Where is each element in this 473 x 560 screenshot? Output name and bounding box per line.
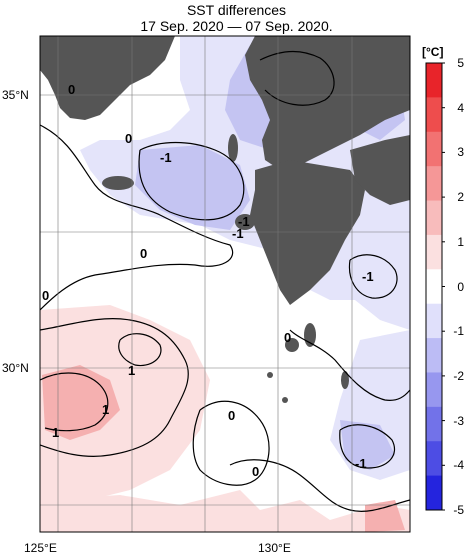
colorbar-tick-label: 4: [457, 100, 464, 115]
contour-line: [192, 400, 270, 486]
contour-label: 1: [102, 402, 109, 417]
amami-island: [341, 371, 349, 389]
kyushu: [250, 160, 365, 305]
contour-label: 0: [42, 288, 49, 303]
colorbar-segment: [426, 166, 442, 202]
contour-label: 0: [68, 82, 75, 97]
colorbar-segment: [426, 63, 442, 98]
contour-line: [339, 424, 396, 469]
map-frame: [39, 35, 411, 533]
contour-label: -1: [160, 150, 172, 165]
colorbar-segment: [426, 97, 442, 133]
yakushima-island: [285, 338, 299, 352]
colorbar-tick-label: 2: [457, 190, 464, 205]
colorbar-tick-label: -3: [453, 413, 464, 428]
warming-core-south: [365, 500, 405, 532]
lat-label-35n: 35°N: [2, 88, 29, 102]
cooling-core-east: [340, 420, 395, 470]
colorbar: [425, 62, 445, 511]
colorbar-segment: [426, 441, 442, 477]
colorbar-segment: [426, 338, 442, 373]
warming-region-south: [40, 490, 410, 532]
contour-label: -1: [355, 456, 367, 471]
colorbar-segment: [426, 372, 442, 408]
colorbar-segment: [426, 303, 442, 339]
korean-peninsula: [40, 36, 175, 120]
colorbar-unit: [°C]: [422, 45, 444, 59]
contour-label: 0: [140, 246, 147, 261]
colorbar-segment: [426, 200, 442, 236]
tokara-island-1: [267, 372, 273, 378]
tokara-island-2: [282, 397, 288, 403]
contour-line: [348, 254, 398, 299]
contour-line: [40, 124, 234, 311]
colorbar-tick-label: -5: [453, 503, 464, 517]
colorbar-tick-label: -2: [453, 368, 464, 383]
colorbar-segment: [426, 406, 442, 442]
map-date-range: 17 Sep. 2020 — 07 Sep. 2020.: [140, 18, 333, 34]
colorbar-tick-label: 0: [457, 279, 464, 294]
honshu-west: [245, 36, 410, 170]
jeju-island: [102, 176, 134, 190]
contour-label: -1: [238, 214, 250, 229]
contour-label: -1: [362, 269, 374, 284]
colorbar-tick-label: 3: [457, 145, 464, 160]
contour-line: [289, 329, 410, 401]
colorbar-tick-label: -4: [453, 458, 464, 473]
contour-line: [40, 318, 189, 457]
contour-line: [118, 333, 162, 367]
contour-label: -1: [232, 226, 244, 241]
contour-label: 1: [52, 425, 59, 440]
goto-islands: [235, 214, 255, 230]
colorbar-segment: [426, 269, 442, 305]
contour-label: 0: [125, 131, 132, 146]
contour-label: 0: [252, 464, 259, 479]
lon-label-125e: 125°E: [24, 541, 57, 555]
contour-label: 0: [284, 330, 291, 345]
graticule: [40, 36, 410, 532]
colorbar-tick-label: -1: [453, 324, 464, 339]
lon-label-130e: 130°E: [258, 541, 291, 555]
contour-line: [138, 141, 245, 221]
tsushima-island: [228, 134, 238, 162]
colorbar-segment: [426, 131, 442, 167]
colorbar-tick-label: 1: [457, 234, 464, 249]
lat-label-30n: 30°N: [2, 361, 29, 375]
colorbar-segment: [426, 234, 442, 270]
contour-line: [40, 372, 109, 432]
colorbar-segment: [426, 475, 442, 511]
contour-line: [229, 459, 410, 512]
contour-line: [259, 50, 335, 106]
colorbar-tick-label: 5: [457, 56, 464, 70]
shikoku: [350, 135, 410, 205]
contour-label: 0: [228, 408, 235, 423]
map-title: SST differences: [186, 2, 287, 18]
warming-region-southwest: [40, 305, 210, 500]
contour-label: 1: [128, 363, 135, 378]
